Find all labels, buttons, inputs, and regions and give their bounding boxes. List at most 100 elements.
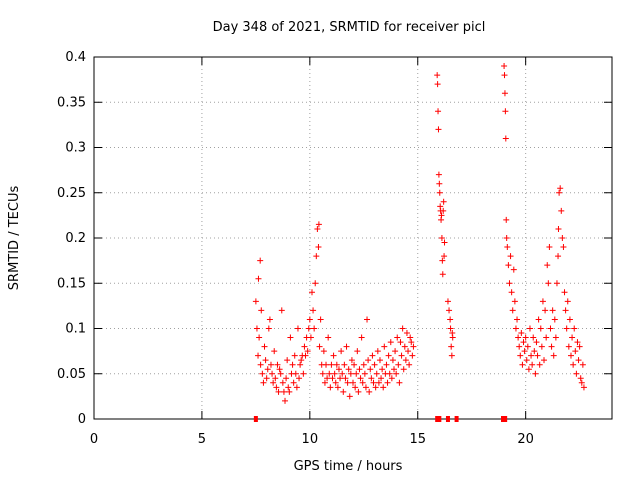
data-point xyxy=(328,361,335,368)
data-point xyxy=(397,339,404,346)
data-point xyxy=(332,379,339,386)
data-point xyxy=(302,352,309,359)
data-point xyxy=(389,357,396,364)
data-point xyxy=(551,316,558,323)
data-point xyxy=(565,343,572,350)
data-point xyxy=(300,370,307,377)
data-point xyxy=(252,298,259,305)
data-point xyxy=(315,244,322,251)
data-point xyxy=(528,352,535,359)
data-point xyxy=(548,343,555,350)
data-point xyxy=(291,352,298,359)
data-point xyxy=(324,375,331,382)
data-point xyxy=(398,352,405,359)
x-axis: 0 5 10 15 20 xyxy=(90,57,534,447)
data-point xyxy=(502,135,509,142)
data-point xyxy=(269,370,276,377)
data-point xyxy=(447,325,454,332)
data-point xyxy=(579,361,586,368)
data-point xyxy=(370,379,377,386)
data-point xyxy=(392,348,399,355)
data-point xyxy=(407,334,414,341)
data-point xyxy=(315,221,322,228)
y-tick-label: 0.15 xyxy=(57,276,86,291)
data-point xyxy=(518,330,525,337)
data-point xyxy=(340,388,347,395)
chart-title: Day 348 of 2021, SRMTID for receiver pic… xyxy=(213,20,486,35)
data-point xyxy=(539,298,546,305)
data-point xyxy=(353,370,360,377)
data-point xyxy=(435,108,442,115)
data-point xyxy=(312,280,319,287)
data-point xyxy=(346,393,353,400)
data-point xyxy=(275,388,282,395)
data-point xyxy=(517,352,524,359)
data-point xyxy=(546,244,553,251)
data-point xyxy=(264,366,271,373)
data-point xyxy=(373,370,380,377)
data-point xyxy=(285,384,292,391)
data-point xyxy=(569,334,576,341)
data-point xyxy=(364,316,371,323)
data-point xyxy=(311,325,318,332)
baseline-marker xyxy=(437,416,442,422)
data-point xyxy=(276,366,283,373)
data-point xyxy=(502,108,509,115)
data-point xyxy=(512,325,519,332)
data-point xyxy=(296,375,303,382)
data-point xyxy=(504,244,511,251)
data-point xyxy=(567,352,574,359)
data-point xyxy=(441,253,448,260)
data-point xyxy=(503,216,510,223)
data-point xyxy=(545,280,552,287)
data-point xyxy=(348,357,355,364)
data-point xyxy=(326,370,333,377)
data-point xyxy=(391,366,398,373)
data-point xyxy=(562,307,569,314)
x-tick-label: 10 xyxy=(302,432,319,447)
data-point xyxy=(503,235,510,241)
data-point xyxy=(376,357,383,364)
data-point xyxy=(344,379,351,386)
data-point xyxy=(575,357,582,364)
data-point xyxy=(258,307,265,314)
data-point xyxy=(559,235,566,241)
data-point xyxy=(396,379,403,386)
data-point xyxy=(405,348,412,355)
data-point xyxy=(501,90,508,97)
data-point xyxy=(561,289,568,296)
data-point xyxy=(304,348,311,355)
data-point xyxy=(337,375,344,382)
data-point xyxy=(355,388,362,395)
data-point xyxy=(555,253,562,260)
data-point xyxy=(274,361,281,368)
data-point xyxy=(399,325,406,332)
data-point xyxy=(256,334,263,341)
grid xyxy=(94,57,612,419)
data-point xyxy=(294,325,301,332)
data-point xyxy=(371,361,378,368)
data-point xyxy=(524,343,531,350)
data-point xyxy=(535,316,542,323)
data-point xyxy=(447,316,454,323)
baseline-markers xyxy=(253,416,508,422)
data-point xyxy=(289,361,296,368)
data-point xyxy=(360,361,367,368)
data-point xyxy=(436,180,443,187)
data-point xyxy=(283,375,290,382)
data-point xyxy=(379,366,386,373)
y-tick-label: 0.4 xyxy=(65,50,86,65)
data-point xyxy=(334,384,341,391)
data-point xyxy=(501,72,508,79)
data-point xyxy=(529,361,536,368)
y-tick-label: 0 xyxy=(78,412,86,427)
data-point xyxy=(255,275,262,282)
data-point xyxy=(444,298,451,305)
data-point xyxy=(273,384,280,391)
data-point xyxy=(272,375,279,382)
y-axis: 0 0.05 0.1 0.15 0.2 0.25 0.3 0.35 0.4 xyxy=(57,50,612,427)
data-point xyxy=(580,384,587,391)
data-point xyxy=(290,379,297,386)
data-point xyxy=(441,239,448,246)
